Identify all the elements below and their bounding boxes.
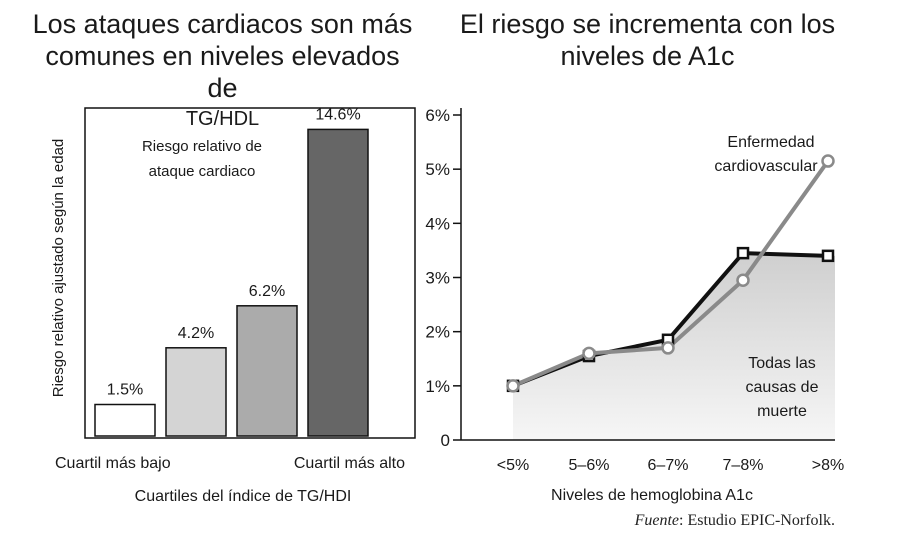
cardiovascular-point (821, 154, 835, 168)
source-text: : Estudio EPIC-Norfolk. (679, 512, 835, 529)
bar-value-label-q4: 14.6% (315, 106, 360, 123)
bar-q4 (307, 128, 369, 437)
left-title-line3: TG/HDL (185, 108, 260, 130)
left-annotation-line2: ataque cardiaco (149, 163, 256, 180)
bar-value-label-q2: 4.2% (178, 325, 214, 342)
y-tick-label: 6% (425, 106, 450, 125)
right-y-ticks: 0 1% 2% 3% 4% 5% 6% (425, 106, 461, 450)
left-x-label-highest: Cuartil más alto (294, 455, 405, 472)
right-chart-title: El riesgo se incrementa con los niveles … (455, 8, 840, 72)
cvd-label-line2: cardiovascular (714, 158, 818, 175)
left-plot-area: Riesgo relativo de ataque cardiaco 1.5% 4… (84, 106, 416, 439)
left-title-line2: comunes en niveles elevados de (45, 41, 400, 103)
all-causes-point (821, 249, 835, 263)
y-tick-label: 0 (441, 431, 450, 450)
bar-value-label-q1: 1.5% (107, 382, 143, 399)
y-tick-label: 4% (425, 214, 450, 233)
x-tick-label: 5–6% (569, 457, 610, 474)
left-annotation-line1: Riesgo relativo de (142, 138, 262, 155)
left-x-label-lowest: Cuartil más bajo (55, 455, 171, 472)
source-prefix: Fuente (634, 512, 679, 529)
source-note: Fuente: Estudio EPIC-Norfolk. (600, 512, 835, 530)
cardiovascular-point (661, 341, 675, 355)
left-chart-title: Los ataques cardiacos son más comunes en… (30, 8, 415, 134)
x-tick-label: >8% (812, 457, 844, 474)
left-title-line1: Los ataques cardiacos son más (32, 9, 413, 39)
all-causes-label-line1: Todas las (748, 355, 816, 372)
right-plot-area: 0 1% 2% 3% 4% 5% 6% <5% 5–6% 6–7% 7–8% >8% Enferme… (425, 106, 844, 474)
y-tick-label: 1% (425, 377, 450, 396)
right-series-group (506, 154, 835, 393)
x-tick-label: 7–8% (723, 457, 764, 474)
all-causes-label-line3: muerte (757, 403, 807, 420)
right-title-line1: El riesgo se incrementa con los (459, 9, 836, 39)
bar-labels-group: 1.5% 4.2% 6.2% 14.6% (107, 106, 361, 398)
y-tick-label: 3% (425, 269, 450, 288)
y-tick-label: 2% (425, 323, 450, 342)
cvd-label-line1: Enfermedad (727, 134, 814, 151)
bars-group (94, 128, 369, 437)
bar-q2 (165, 347, 227, 437)
all-causes-label-line2: causas de (746, 379, 819, 396)
left-x-axis-title: Cuartiles del índice de TG/HDI (135, 488, 352, 505)
cardiovascular-point (582, 346, 596, 361)
bar-value-label-q3: 6.2% (249, 283, 285, 300)
right-x-axis-title: Niveles de hemoglobina A1c (551, 487, 753, 504)
right-title-line2: niveles de A1c (560, 41, 735, 71)
cardiovascular-point (736, 273, 750, 287)
cardiovascular-point (506, 379, 520, 393)
x-tick-label: <5% (497, 457, 529, 474)
y-tick-label: 5% (425, 160, 450, 179)
left-plot-frame (84, 107, 416, 439)
all-causes-point (736, 246, 750, 260)
right-x-ticks: <5% 5–6% 6–7% 7–8% >8% (497, 457, 844, 474)
x-tick-label: 6–7% (648, 457, 689, 474)
left-y-axis-label: Riesgo relativo ajustado según la edad (50, 139, 67, 398)
bar-q1 (94, 403, 156, 437)
bar-q3 (236, 305, 298, 437)
